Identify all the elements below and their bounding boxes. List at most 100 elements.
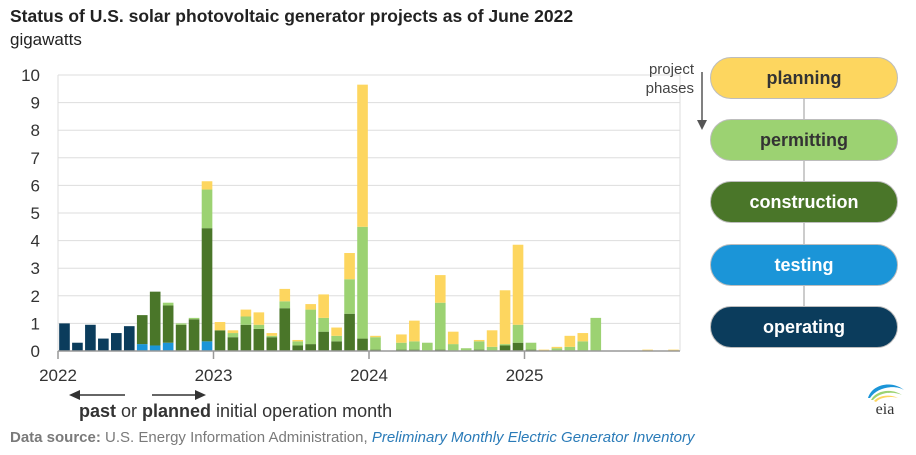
bar-permitting-2025-05 — [577, 341, 589, 351]
bar-planning-2023-03 — [240, 309, 252, 317]
bar-permitting-2024-01 — [370, 337, 381, 350]
x-tick-label: 2023 — [195, 366, 233, 385]
bar-construction-2022-07 — [136, 315, 148, 345]
operation-month-label: past or planned initial operation month — [79, 401, 392, 422]
bar-permitting-2022-11 — [188, 317, 200, 320]
y-tick-label: 9 — [31, 94, 40, 113]
legend-construction-label: construction — [749, 191, 859, 212]
bar-construction-2023-05 — [266, 337, 278, 351]
bar-testing-2022-08 — [149, 345, 161, 351]
past-word: past — [79, 401, 117, 421]
bar-permitting-2025-01 — [525, 342, 537, 350]
source-label: Data source: — [10, 429, 101, 446]
bar-planning-2022-12 — [201, 181, 213, 190]
y-tick-label: 1 — [31, 314, 40, 333]
bar-permitting-2023-05 — [266, 335, 278, 338]
legend-operating-label: operating — [762, 316, 845, 337]
bar-testing-2022-12 — [201, 341, 213, 351]
bar-construction-2024-11 — [499, 345, 511, 351]
bar-operating-2022-01 — [59, 323, 70, 351]
legend-planning: planning — [710, 57, 898, 99]
bar-construction-2023-02 — [227, 337, 239, 351]
bar-permitting-2023-09 — [318, 317, 329, 332]
bar-permitting-2023-02 — [227, 333, 239, 338]
bar-planning-2023-05 — [266, 333, 278, 336]
bar-operating-2022-05 — [111, 333, 122, 351]
bar-construction-2023-03 — [240, 324, 252, 351]
bar-permitting-2022-09 — [162, 302, 174, 306]
bar-construction-2023-04 — [253, 328, 265, 351]
bar-planning-2024-01 — [370, 335, 381, 338]
bar-permitting-2022-10 — [175, 323, 187, 325]
bar-permitting-2025-03 — [551, 348, 563, 351]
bar-permitting-2023-03 — [240, 316, 252, 325]
bar-planning-2024-07 — [447, 331, 459, 345]
bar-construction-2022-08 — [149, 291, 161, 346]
bar-planning-2023-04 — [253, 312, 265, 325]
bar-operating-2022-02 — [72, 342, 83, 351]
bar-construction-2022-09 — [162, 305, 174, 343]
bar-operating-2022-06 — [123, 326, 135, 351]
bar-permitting-2024-09 — [473, 341, 485, 350]
chart-title: Status of U.S. solar photovoltaic genera… — [10, 6, 574, 26]
bar-planning-2023-07 — [292, 339, 304, 342]
unit-label: gigawatts — [10, 30, 82, 49]
planned-word: planned — [142, 401, 212, 421]
bar-construction-2023-07 — [292, 345, 304, 351]
bar-planning-2024-04 — [409, 320, 420, 342]
or-word: or — [116, 401, 143, 421]
bar-testing-2022-07 — [136, 344, 148, 351]
bar-planning-2023-06 — [279, 288, 291, 302]
bar-planning-2025-04 — [564, 335, 576, 347]
bar-testing-2022-09 — [162, 342, 174, 351]
x-tick-label: 2024 — [350, 366, 388, 385]
project-phases-label: project phases — [618, 60, 694, 98]
axes: 0 1 2 3 4 5 6 7 8 9 10 2022 2023 2024 2025 — [21, 66, 680, 385]
bars — [59, 84, 679, 351]
bar-construction-2022-10 — [175, 324, 187, 351]
legend-operating: operating — [710, 306, 898, 348]
y-tick-label: 8 — [31, 121, 40, 140]
y-tick-label: 10 — [21, 66, 40, 85]
bar-construction-2023-10 — [331, 341, 342, 351]
legend-testing: testing — [710, 244, 898, 286]
bar-permitting-2025-06 — [590, 317, 602, 351]
bar-operating-2022-04 — [98, 338, 109, 351]
bar-permitting-2024-11 — [499, 344, 511, 346]
bar-planning-2024-06 — [434, 275, 446, 303]
bar-planning-2023-10 — [331, 327, 342, 336]
legend-planning-label: planning — [766, 67, 842, 88]
bar-construction-2023-11 — [344, 313, 355, 351]
bar-construction-2023-09 — [318, 331, 329, 351]
operation-month-text: initial operation month — [211, 401, 393, 421]
bar-permitting-2024-07 — [447, 344, 459, 351]
y-tick-label: 5 — [31, 204, 40, 223]
past-arrow-head — [69, 390, 80, 400]
bar-permitting-2023-11 — [344, 279, 355, 314]
bar-permitting-2024-06 — [434, 302, 446, 350]
bar-planning-2023-09 — [318, 294, 329, 318]
legend-construction: construction — [710, 181, 898, 223]
planned-arrow-head — [195, 390, 206, 400]
bar-planning-2024-10 — [486, 330, 498, 347]
bar-permitting-2023-07 — [292, 341, 304, 346]
project-phases-line1: project — [648, 61, 694, 78]
bar-planning-2023-12 — [357, 84, 368, 227]
y-tick-label: 4 — [31, 232, 40, 251]
legend-permitting: permitting — [710, 119, 898, 161]
bar-permitting-2024-08 — [460, 348, 472, 351]
bar-permitting-2022-12 — [201, 189, 213, 229]
bar-permitting-2024-12 — [512, 324, 524, 343]
bar-permitting-2023-04 — [253, 324, 265, 329]
source-publication-link[interactable]: Preliminary Monthly Electric Generator I… — [371, 429, 695, 446]
bar-permitting-2024-04 — [409, 341, 420, 350]
bar-permitting-2023-06 — [279, 301, 291, 309]
bar-permitting-2024-03 — [396, 342, 407, 350]
bar-construction-2022-12 — [201, 228, 213, 342]
bar-planning-2024-11 — [499, 290, 511, 345]
eia-logo-text: eia — [876, 401, 895, 416]
y-tick-label: 7 — [31, 149, 40, 168]
bar-construction-2023-08 — [305, 344, 316, 351]
bar-planning-2024-12 — [512, 244, 524, 325]
